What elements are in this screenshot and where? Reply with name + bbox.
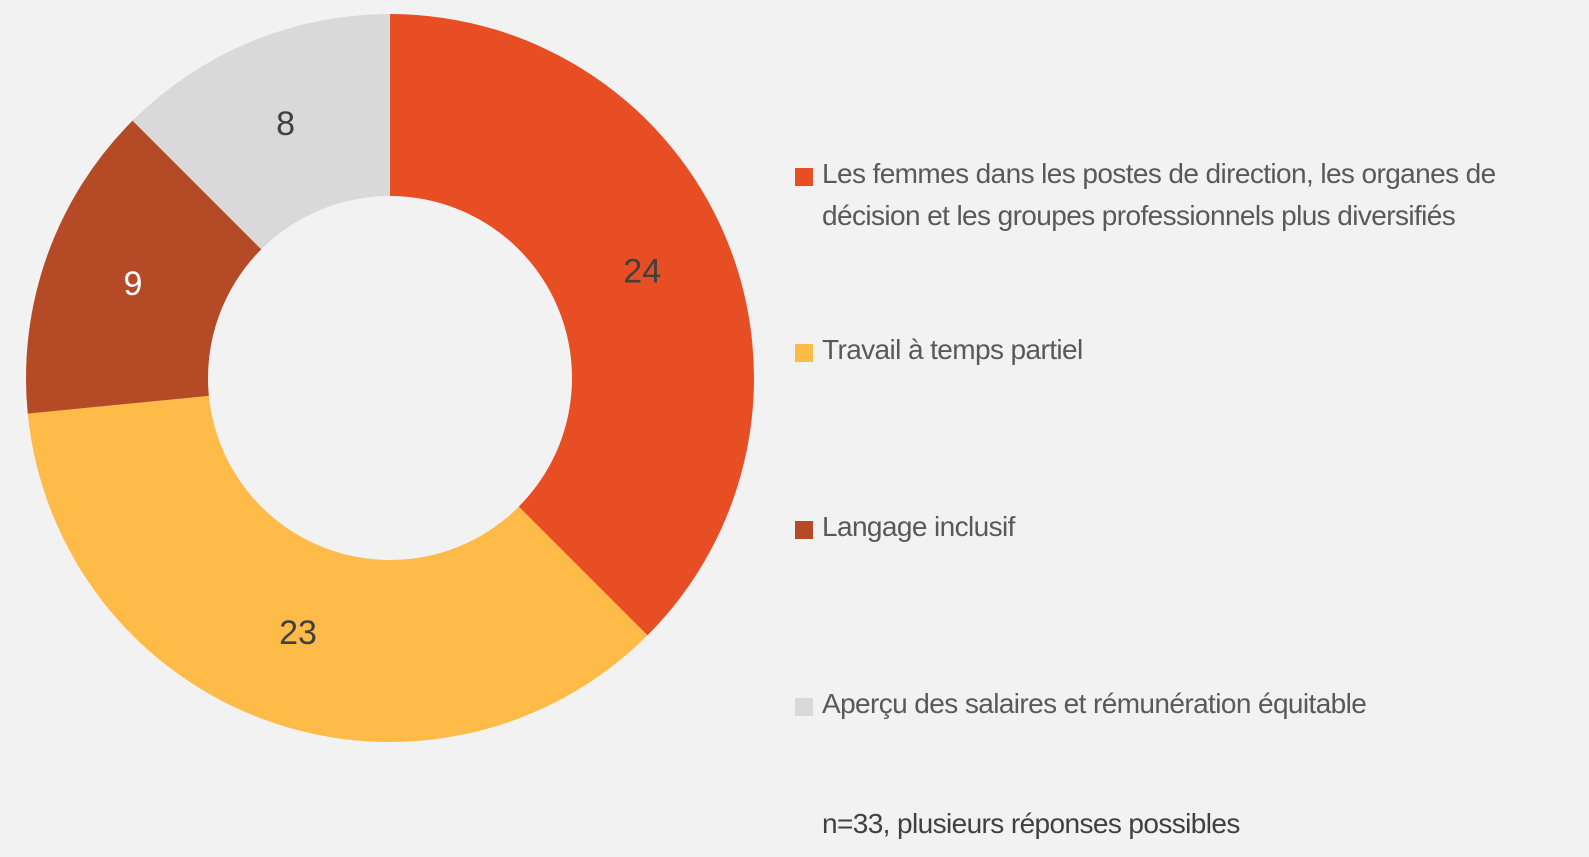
data-label: 24 xyxy=(623,253,661,291)
legend-swatch xyxy=(795,698,813,716)
slice xyxy=(132,14,390,250)
note: n=33, plusieurs réponses possibles xyxy=(822,808,1240,839)
legend-swatch xyxy=(795,521,813,539)
data-label: 23 xyxy=(279,614,317,652)
legend-label: Langage inclusif xyxy=(822,511,1015,542)
legend-swatch xyxy=(795,168,813,186)
legend-entry: Langage inclusif xyxy=(795,506,1552,548)
slice xyxy=(27,395,648,742)
legend-entry: Travail à temps partiel xyxy=(795,329,1552,371)
legend-label: Aperçu des salaires et rémunération équi… xyxy=(822,688,1367,719)
data-label: 8 xyxy=(276,105,295,143)
slice xyxy=(390,14,755,636)
legend-label: Travail à temps partiel xyxy=(822,334,1083,365)
legend-entry: Les femmes dans les postes de direction,… xyxy=(795,153,1552,237)
data-label: 9 xyxy=(123,265,142,303)
slice xyxy=(25,120,262,414)
legend-entry: Aperçu des salaires et rémunération équi… xyxy=(795,683,1552,725)
legend-label: Les femmes dans les postes de direction,… xyxy=(822,158,1496,231)
legend-swatch xyxy=(795,344,813,362)
chart: 24 23 9 8 xyxy=(25,14,755,742)
